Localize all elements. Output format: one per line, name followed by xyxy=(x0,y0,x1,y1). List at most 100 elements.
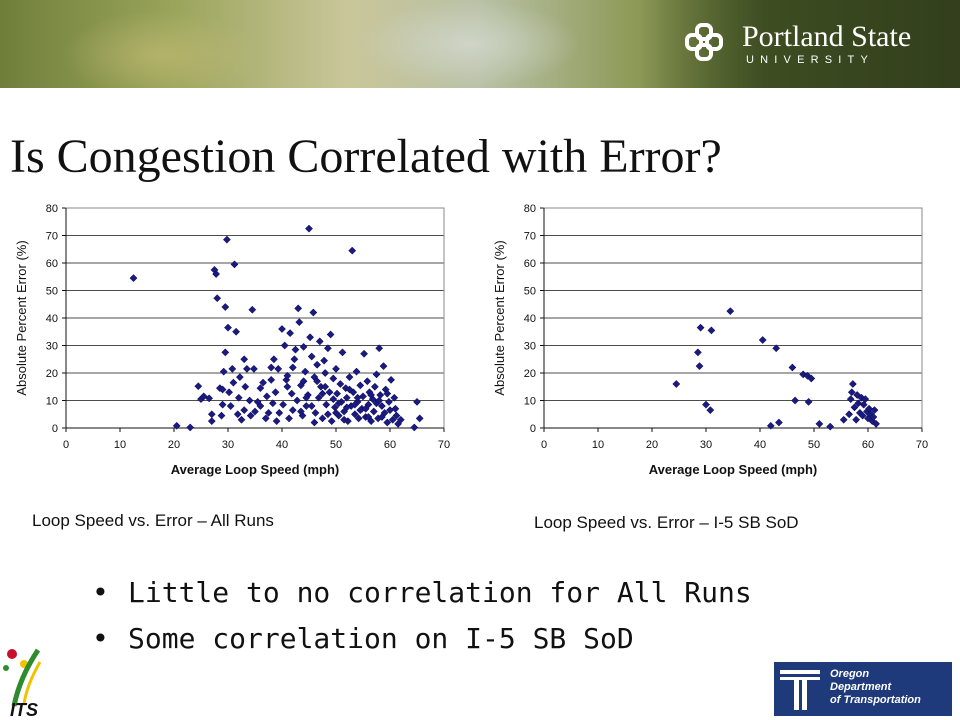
x-tick-label: 40 xyxy=(754,439,766,451)
data-point xyxy=(372,370,381,379)
data-point xyxy=(348,246,357,255)
scatter-chart-i5-sb-sod: 0 10 20 30 40 50 60 70 80 0 10 20 30 40 50 60 70 Average … xyxy=(492,203,928,477)
y-axis-label: Absolute Percent Error (%) xyxy=(14,240,29,395)
data-point xyxy=(392,411,401,420)
y-tick-label: 50 xyxy=(46,286,58,298)
data-point xyxy=(788,363,797,372)
data-point xyxy=(379,362,388,371)
data-point xyxy=(804,397,813,406)
data-point xyxy=(318,389,327,398)
data-point xyxy=(306,333,315,342)
data-point xyxy=(218,385,227,394)
data-point xyxy=(388,415,397,424)
data-point xyxy=(242,364,251,373)
data-point xyxy=(287,389,296,398)
data-point xyxy=(294,304,303,313)
data-point xyxy=(870,406,879,415)
data-point xyxy=(695,362,704,371)
y-tick-label: 0 xyxy=(530,423,536,435)
data-point xyxy=(172,421,181,430)
data-point xyxy=(350,410,359,419)
data-point xyxy=(367,391,376,399)
data-point xyxy=(329,374,338,383)
data-point xyxy=(693,348,702,357)
data-point xyxy=(186,423,195,432)
data-point xyxy=(261,414,270,423)
data-point xyxy=(807,374,816,383)
data-point xyxy=(221,303,230,311)
data-point xyxy=(129,274,138,283)
x-tick-label: 70 xyxy=(438,439,450,451)
y-tick-label: 70 xyxy=(46,231,58,243)
data-point xyxy=(313,377,322,386)
data-point xyxy=(384,397,393,406)
data-point xyxy=(221,348,230,357)
data-point xyxy=(259,378,268,387)
data-point xyxy=(850,403,859,412)
data-point xyxy=(340,415,349,424)
data-point xyxy=(275,408,284,417)
data-point xyxy=(249,364,258,373)
data-point xyxy=(313,360,322,369)
bullet-item: • Little to no correlation for All Runs xyxy=(92,570,752,616)
data-point xyxy=(222,235,231,244)
data-point xyxy=(301,367,310,376)
data-point xyxy=(376,391,385,399)
data-point xyxy=(672,380,681,388)
x-tick-label: 0 xyxy=(541,439,547,451)
data-point xyxy=(869,413,878,421)
data-point xyxy=(207,410,216,419)
data-point xyxy=(251,407,259,416)
data-point xyxy=(772,344,781,353)
data-point xyxy=(226,402,235,410)
data-point xyxy=(361,404,370,413)
x-tick-label: 10 xyxy=(592,439,604,451)
data-point xyxy=(332,408,340,417)
data-point xyxy=(854,399,863,408)
y-tick-label: 70 xyxy=(524,231,536,243)
data-point xyxy=(354,414,363,423)
caption-i5-sb-sod: Loop Speed vs. Error – I-5 SB SoD xyxy=(534,513,799,532)
bullet-dot: • xyxy=(92,576,109,609)
data-point xyxy=(332,364,340,373)
data-point xyxy=(278,325,286,333)
data-point xyxy=(290,355,299,364)
x-tick-label: 20 xyxy=(168,439,180,451)
x-tick-label: 10 xyxy=(114,439,126,451)
data-point xyxy=(267,375,276,384)
data-point xyxy=(845,410,854,419)
y-tick-label: 80 xyxy=(524,203,536,215)
data-point xyxy=(262,392,271,401)
data-point xyxy=(235,373,244,382)
data-point xyxy=(323,410,332,419)
data-point xyxy=(237,415,246,424)
x-tick-label: 20 xyxy=(646,439,658,451)
data-point xyxy=(299,342,308,351)
data-point xyxy=(364,413,373,421)
odot-line: Oregon xyxy=(830,668,870,680)
data-point xyxy=(228,364,237,373)
data-point xyxy=(230,260,239,269)
data-point xyxy=(413,397,421,406)
data-point xyxy=(383,418,392,427)
data-point xyxy=(342,403,351,412)
data-point xyxy=(233,410,242,419)
data-point xyxy=(311,408,320,417)
data-point xyxy=(248,305,257,314)
data-point xyxy=(291,345,300,354)
y-tick-label: 30 xyxy=(524,341,536,353)
bullet-list: • Little to no correlation for All Runs •… xyxy=(92,570,752,662)
data-point xyxy=(315,337,324,346)
scatter-chart-all-runs: 0 10 20 30 40 50 60 70 80 0 10 20 30 40 50 60 70 Average … xyxy=(14,203,450,477)
y-tick-label: 30 xyxy=(46,341,58,353)
data-point xyxy=(396,415,405,424)
data-point xyxy=(321,382,330,391)
data-point xyxy=(245,396,254,405)
data-point xyxy=(293,396,302,405)
x-tick-label: 30 xyxy=(700,439,712,451)
data-point xyxy=(847,388,856,397)
y-axis-label: Absolute Percent Error (%) xyxy=(492,240,507,395)
data-point xyxy=(334,399,343,408)
its-logo-text: ITS xyxy=(10,700,38,720)
data-point xyxy=(325,388,334,397)
